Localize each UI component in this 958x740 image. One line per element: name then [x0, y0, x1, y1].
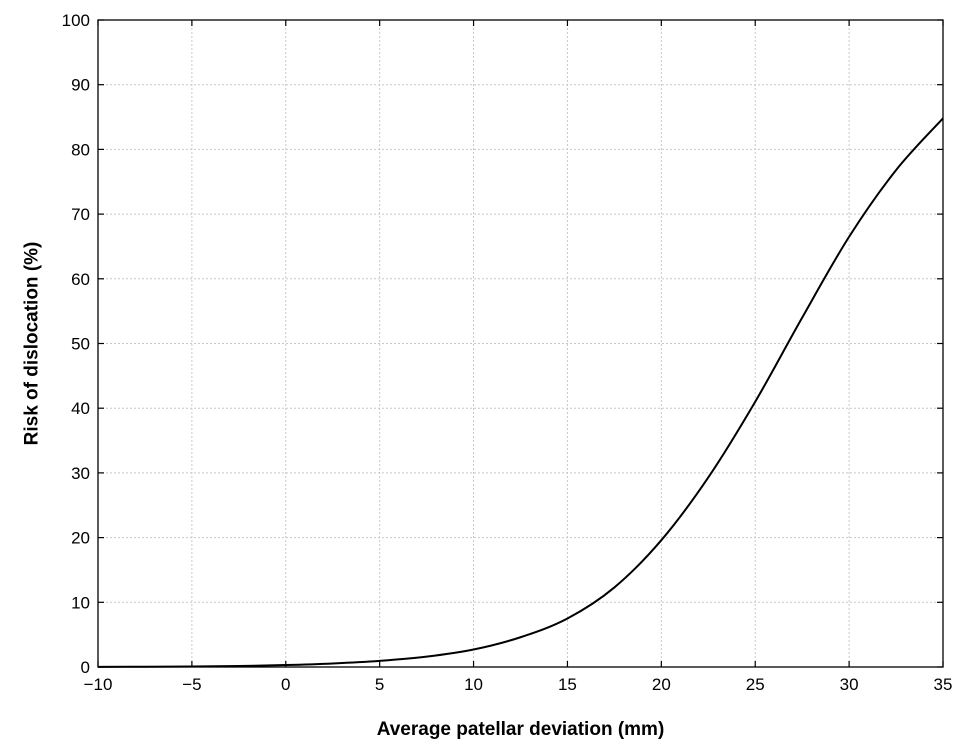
y-tick-label: 50: [71, 335, 90, 354]
x-axis-title: Average patellar deviation (mm): [377, 719, 665, 740]
data-point: [567, 618, 568, 619]
y-tick-label: 0: [81, 658, 90, 677]
data-point: [708, 477, 709, 478]
x-tick-label: 10: [464, 675, 483, 694]
y-tick-label: 40: [71, 399, 90, 418]
x-tick-label: 25: [746, 675, 765, 694]
data-point: [755, 401, 756, 402]
y-tick-label: 70: [71, 205, 90, 224]
tick-marks: [97, 19, 944, 668]
x-tick-label: −5: [182, 675, 201, 694]
plot-frame: [97, 19, 944, 668]
y-tick-label: 30: [71, 464, 90, 483]
series-layer: [97, 117, 944, 668]
x-tick-label: 20: [652, 675, 671, 694]
y-tick-label: 100: [62, 11, 90, 30]
grid-lines: [98, 20, 943, 667]
data-point: [614, 587, 615, 588]
data-point: [426, 656, 427, 657]
y-tick-label: 80: [71, 140, 90, 159]
data-point: [661, 540, 662, 541]
x-tick-label: 0: [281, 675, 290, 694]
y-tick-label: 20: [71, 529, 90, 548]
x-tick-label: 5: [375, 675, 384, 694]
data-point: [473, 649, 474, 650]
x-tick-label: 35: [934, 675, 953, 694]
y-tick-label: 60: [71, 270, 90, 289]
x-tick-labels: −10 −5 0 5 10 15 20 25 30 35: [84, 675, 953, 694]
data-point: [520, 637, 521, 638]
data-point: [802, 317, 803, 318]
x-tick-label: 30: [840, 675, 859, 694]
y-tick-label: 10: [71, 593, 90, 612]
data-point: [849, 236, 850, 237]
data-point: [332, 663, 333, 664]
y-tick-label: 90: [71, 76, 90, 95]
y-tick-labels: 0 10 20 30 40 50 60 70 80 90 100: [62, 11, 90, 677]
risk-curve-line: [97, 117, 944, 668]
x-tick-label: −10: [84, 675, 113, 694]
data-point: [895, 170, 896, 171]
y-axis-title: Risk of dislocation (%): [22, 242, 43, 446]
x-tick-label: 15: [558, 675, 577, 694]
